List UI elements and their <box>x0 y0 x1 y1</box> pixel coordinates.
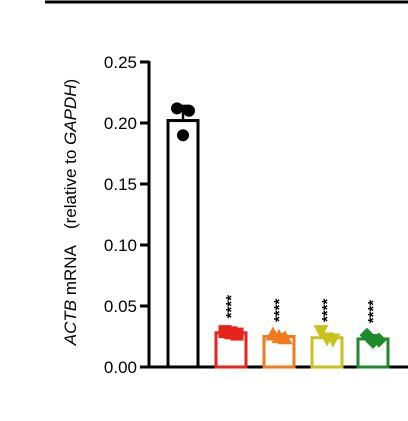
bar-group <box>166 102 200 369</box>
y-axis-title-gene: ACTB <box>61 300 80 346</box>
bars: **** **** **** **** <box>166 102 390 369</box>
y-tick-label: 0.15 <box>104 175 137 194</box>
bar-group: **** <box>310 299 344 369</box>
significance-label: **** <box>365 300 382 324</box>
significance-label: **** <box>223 295 240 319</box>
data-point-triangle-down <box>319 332 335 347</box>
y-axis-title-end: ) <box>61 79 80 85</box>
bar-group: **** <box>356 300 390 369</box>
bar-group: **** <box>214 295 248 369</box>
y-tick-label: 0.10 <box>104 236 137 255</box>
bar-group: **** <box>262 299 296 369</box>
data-point-circle <box>183 104 195 117</box>
y-tick-label: 0.00 <box>104 358 137 377</box>
data-point-triangle-up <box>271 329 287 343</box>
axes: 0.00 0.05 0.10 0.15 0.20 0.25 <box>104 53 408 377</box>
y-tick-label: 0.20 <box>104 114 137 133</box>
data-point-square <box>224 326 238 340</box>
data-point-triangle-down <box>313 325 329 340</box>
y-tick-label: 0.25 <box>104 53 137 72</box>
y-axis-title-reference: GAPDH <box>61 84 80 145</box>
y-tick-label: 0.05 <box>104 297 137 316</box>
data-point-diamond <box>365 333 381 349</box>
data-point-circle <box>177 129 189 142</box>
y-axis-title: ACTB mRNA (relative to GAPDH) <box>61 79 80 346</box>
significance-label: **** <box>271 299 288 323</box>
data-point-circle <box>171 102 183 115</box>
y-axis-title-middle: mRNA (relative to <box>61 145 80 300</box>
significance-label: **** <box>319 299 336 323</box>
bar <box>166 119 200 369</box>
